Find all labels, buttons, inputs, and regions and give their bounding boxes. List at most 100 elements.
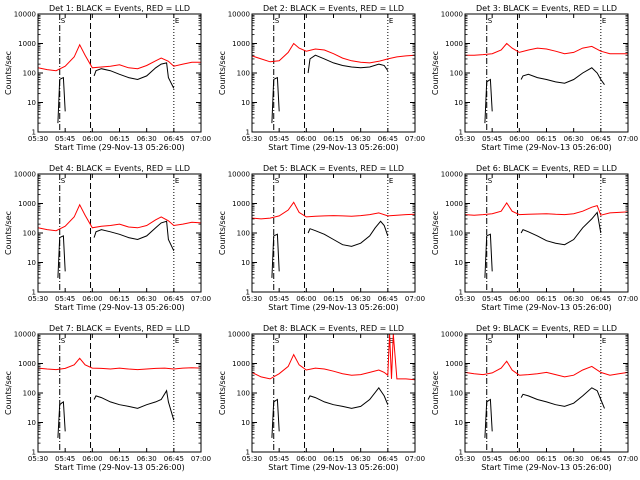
x-tick-label: 05:45 xyxy=(55,135,75,143)
marker-label: E xyxy=(175,17,179,25)
plot-frame xyxy=(464,333,629,453)
y-tick-label: 10000 xyxy=(228,331,250,339)
x-tick-label: 05:30 xyxy=(242,455,262,463)
y-tick-label: 10000 xyxy=(441,11,463,19)
x-tick-label: 06:45 xyxy=(591,135,611,143)
x-tick-label: 06:30 xyxy=(351,295,371,303)
y-tick-label: 10 xyxy=(27,99,36,107)
y-tick-label: 10000 xyxy=(228,171,250,179)
x-tick-label: 06:30 xyxy=(564,455,584,463)
series-line-events xyxy=(57,235,66,278)
x-axis-label: Start Time (29-Nov-13 05:26:00) xyxy=(268,303,398,312)
series-line-events xyxy=(57,400,66,438)
x-tick-label: 06:00 xyxy=(509,295,529,303)
chart-panel-4: Det 4: BLACK = Events, RED = LLD Start Ti… xyxy=(4,164,211,312)
marker-label: E xyxy=(389,17,393,25)
y-tick-label: 1000 xyxy=(445,360,463,368)
marker-label: S xyxy=(488,337,493,345)
chart-panel-8: Det 8: BLACK = Events, RED = LLD Start Ti… xyxy=(218,324,425,472)
marker-label: E xyxy=(175,337,179,345)
y-tick-label: 100 xyxy=(23,70,36,78)
series-line-lld xyxy=(464,360,629,378)
y-tick-label: 10 xyxy=(454,419,463,427)
x-tick-label: 06:45 xyxy=(378,295,398,303)
series-line-events xyxy=(271,76,280,124)
x-axis-label: Start Time (29-Nov-13 05:26:00) xyxy=(268,143,398,152)
series-line-events xyxy=(271,233,280,278)
y-tick-label: 10 xyxy=(241,259,250,267)
y-axis-label: Counts/sec xyxy=(218,211,227,255)
chart-panel-2: Det 2: BLACK = Events, RED = LLD Start Ti… xyxy=(218,4,425,152)
series-line-events xyxy=(307,220,389,247)
chart-title: Det 8: BLACK = Events, RED = LLD xyxy=(263,324,404,333)
plot-frame xyxy=(251,173,416,293)
y-tick-label: 1 xyxy=(459,129,463,137)
y-tick-label: 1000 xyxy=(232,40,250,48)
x-tick-label: 07:00 xyxy=(618,135,638,143)
y-tick-label: 10 xyxy=(454,259,463,267)
chart-panel-1: Det 1: BLACK = Events, RED = LLD Start Ti… xyxy=(4,4,211,152)
series-line-events xyxy=(57,76,66,124)
x-tick-label: 06:30 xyxy=(351,135,371,143)
y-tick-label: 10000 xyxy=(228,11,250,19)
y-axis-label: Counts/sec xyxy=(431,371,440,415)
x-tick-label: 06:15 xyxy=(323,455,343,463)
y-tick-label: 1000 xyxy=(445,200,463,208)
marker-label: S xyxy=(275,177,280,185)
plot-frame xyxy=(251,13,416,133)
y-axis-label: Counts/sec xyxy=(431,211,440,255)
y-axis-label: Counts/sec xyxy=(4,51,13,95)
series-line-lld xyxy=(251,42,416,64)
y-tick-label: 10 xyxy=(241,419,250,427)
x-tick-label: 07:00 xyxy=(405,295,425,303)
x-tick-label: 06:30 xyxy=(137,295,157,303)
x-tick-label: 06:30 xyxy=(137,135,157,143)
y-tick-label: 10000 xyxy=(14,171,36,179)
x-tick-label: 05:45 xyxy=(269,135,289,143)
x-tick-label: 05:30 xyxy=(28,455,48,463)
x-tick-label: 06:15 xyxy=(323,295,343,303)
x-tick-label: 05:30 xyxy=(28,135,48,143)
y-tick-label: 10 xyxy=(27,419,36,427)
marker-label: E xyxy=(602,17,606,25)
y-axis-label: Counts/sec xyxy=(218,51,227,95)
marker-label: E xyxy=(389,337,393,345)
marker-label: S xyxy=(275,17,280,25)
marker-label: S xyxy=(61,177,66,185)
series-line-lld xyxy=(37,43,201,72)
y-tick-label: 100 xyxy=(450,390,463,398)
x-tick-label: 07:00 xyxy=(191,455,211,463)
x-tick-label: 07:00 xyxy=(618,455,638,463)
chart-panel-9: Det 9: BLACK = Events, RED = LLD Start Ti… xyxy=(431,324,638,472)
marker-label: E xyxy=(602,337,606,345)
x-axis-label: Start Time (29-Nov-13 05:26:00) xyxy=(481,303,611,312)
y-tick-label: 100 xyxy=(450,230,463,238)
marker-label: S xyxy=(61,337,66,345)
x-tick-label: 06:45 xyxy=(164,455,184,463)
x-tick-label: 06:15 xyxy=(536,295,556,303)
series-line-events xyxy=(93,62,175,89)
x-tick-label: 06:30 xyxy=(351,455,371,463)
y-tick-label: 1 xyxy=(32,449,36,457)
x-tick-label: 07:00 xyxy=(405,455,425,463)
x-tick-label: 06:00 xyxy=(296,455,316,463)
chart-panel-6: Det 6: BLACK = Events, RED = LLD Start Ti… xyxy=(431,164,638,312)
marker-label: S xyxy=(61,17,66,25)
y-tick-label: 1 xyxy=(246,129,250,137)
y-tick-label: 1000 xyxy=(445,40,463,48)
chart-title: Det 7: BLACK = Events, RED = LLD xyxy=(49,324,190,333)
x-tick-label: 05:45 xyxy=(269,295,289,303)
y-tick-label: 10000 xyxy=(14,331,36,339)
series-line-events xyxy=(271,398,280,438)
chart-title: Det 3: BLACK = Events, RED = LLD xyxy=(476,4,617,13)
y-tick-label: 100 xyxy=(237,230,250,238)
x-tick-label: 06:45 xyxy=(591,455,611,463)
y-axis-label: Counts/sec xyxy=(431,51,440,95)
chart-title: Det 4: BLACK = Events, RED = LLD xyxy=(49,164,190,173)
y-tick-label: 10000 xyxy=(441,171,463,179)
x-tick-label: 06:15 xyxy=(536,135,556,143)
x-tick-label: 07:00 xyxy=(191,295,211,303)
x-axis-label: Start Time (29-Nov-13 05:26:00) xyxy=(481,463,611,472)
chart-panel-5: Det 5: BLACK = Events, RED = LLD Start Ti… xyxy=(218,164,425,312)
x-axis-label: Start Time (29-Nov-13 05:26:00) xyxy=(481,143,611,152)
